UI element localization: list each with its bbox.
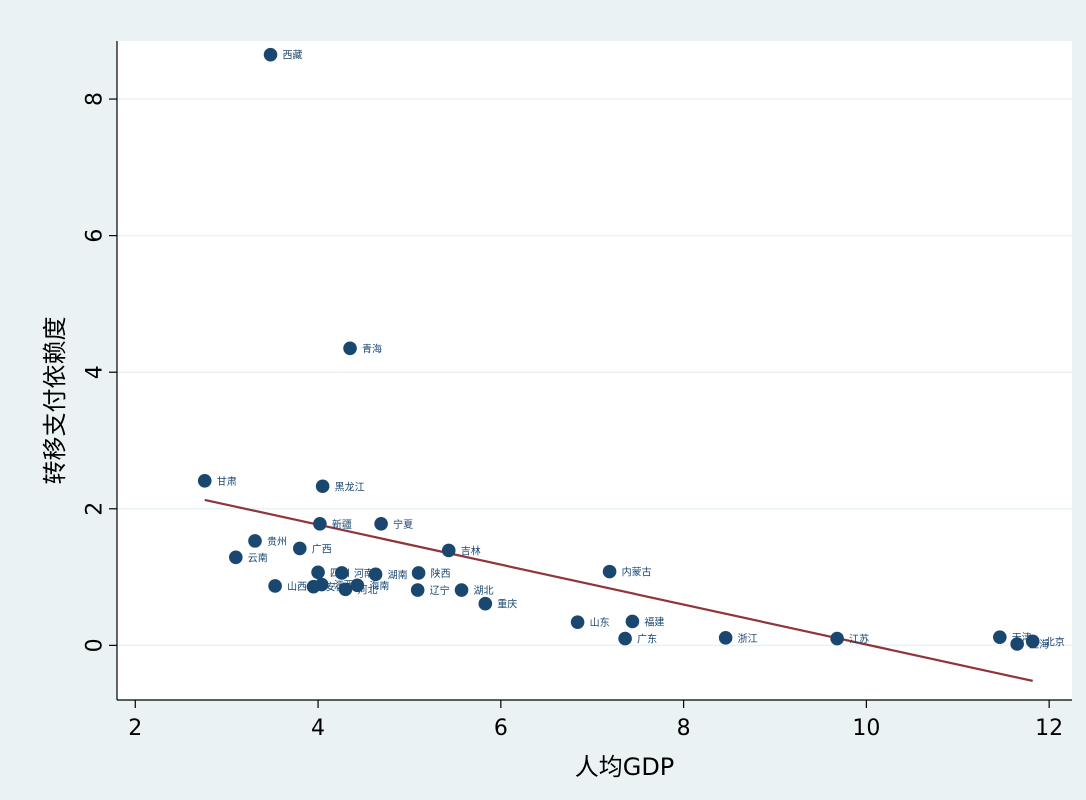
point-label: 重庆 <box>497 598 517 611</box>
point-label: 陕西 <box>431 567 451 580</box>
point-label: 海南 <box>369 579 389 592</box>
point-label: 西藏 <box>283 50 303 62</box>
data-point <box>335 566 349 580</box>
gridlines <box>117 98 1072 647</box>
point-label: 黑龙江 <box>335 480 365 493</box>
x-tick-label: 4 <box>311 716 325 741</box>
data-point <box>248 534 262 548</box>
data-point <box>229 550 243 565</box>
point-label: 青海 <box>362 342 382 355</box>
x-axis-title: 人均GDP <box>575 753 675 781</box>
data-point <box>718 631 733 645</box>
data-point <box>368 567 383 582</box>
fit-line-layer <box>204 498 1033 682</box>
data-point <box>263 47 278 62</box>
point-label: 北京 <box>1045 635 1065 648</box>
data-point <box>993 630 1007 644</box>
point-label: 山东 <box>590 616 610 629</box>
data-point <box>441 543 456 558</box>
point-label: 甘肃 <box>217 475 237 488</box>
data-point <box>625 614 640 629</box>
data-point <box>454 583 469 597</box>
point-label: 贵州 <box>267 535 287 548</box>
point-label: 广西 <box>312 543 332 555</box>
point-label: 内蒙古 <box>622 566 652 579</box>
data-point <box>1010 637 1024 651</box>
point-label: 山西 <box>287 581 307 593</box>
points-layer: 西藏青海甘肃黑龙江新疆宁夏贵州广西云南吉林内蒙古四川河南湖南陕西山西安徽江西河北… <box>197 47 1065 651</box>
data-point <box>268 579 282 593</box>
data-point <box>618 631 632 646</box>
data-point <box>197 473 212 488</box>
data-point <box>292 541 307 556</box>
point-label: 宁夏 <box>393 518 413 531</box>
data-point <box>830 631 844 646</box>
point-label: 湖北 <box>474 585 494 597</box>
point-label: 吉林 <box>461 544 481 557</box>
point-label: 江苏 <box>849 633 869 646</box>
y-axis-title: 转移支付依赖度 <box>41 317 69 485</box>
y-tick-label: 4 <box>83 365 108 379</box>
axes: 2 4 6 8 10 12 0 2 4 6 8 <box>83 41 1072 741</box>
point-label: 辽宁 <box>430 584 450 597</box>
data-point <box>315 479 330 494</box>
fit-line <box>204 498 1033 682</box>
data-point <box>313 517 327 531</box>
data-point <box>311 565 325 580</box>
x-tick-label: 6 <box>494 716 508 741</box>
point-label: 广东 <box>637 633 657 646</box>
y-tick-label: 6 <box>83 229 108 243</box>
data-point <box>602 564 617 579</box>
point-label: 新疆 <box>332 518 352 531</box>
data-point <box>1025 634 1040 649</box>
x-tick-label: 2 <box>128 716 142 741</box>
x-tick-label: 10 <box>852 716 880 741</box>
data-point <box>411 566 426 580</box>
data-point <box>314 577 329 592</box>
point-label: 湖南 <box>388 568 408 581</box>
data-point <box>478 596 493 611</box>
point-label: 浙江 <box>738 633 758 645</box>
point-label: 福建 <box>644 615 664 628</box>
data-point <box>338 582 353 597</box>
point-label: 河南 <box>354 567 374 580</box>
y-tick-label: 8 <box>83 92 108 106</box>
data-point <box>343 341 357 356</box>
x-tick-label: 12 <box>1035 716 1063 741</box>
plot-area <box>117 41 1072 700</box>
y-tick-label: 2 <box>83 502 108 516</box>
data-point <box>374 517 388 531</box>
y-tick-label: 0 <box>83 638 108 652</box>
data-point <box>410 583 425 597</box>
point-label: 云南 <box>248 551 268 564</box>
x-tick-label: 8 <box>677 716 691 741</box>
data-point <box>350 578 365 593</box>
data-point <box>570 615 585 629</box>
